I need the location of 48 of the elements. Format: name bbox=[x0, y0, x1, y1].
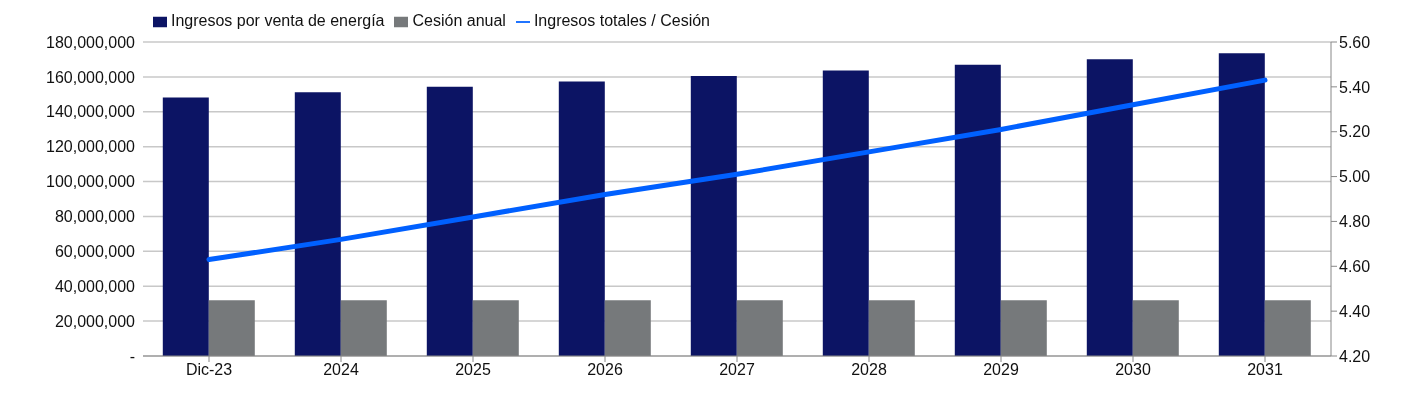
bar bbox=[736, 300, 783, 356]
bar bbox=[340, 300, 387, 356]
y-tick-label: - bbox=[129, 347, 135, 365]
x-tick-label: 2025 bbox=[455, 361, 491, 379]
x-tick-label: 2029 bbox=[983, 361, 1019, 379]
y2-tick-label: 4.20 bbox=[1339, 347, 1371, 365]
bar bbox=[954, 64, 1001, 356]
x-tick-label: 2027 bbox=[719, 361, 755, 379]
bar bbox=[1000, 300, 1047, 356]
bar bbox=[1264, 300, 1311, 356]
y2-tick-label: 4.60 bbox=[1339, 257, 1371, 275]
bar bbox=[162, 97, 209, 356]
y2-tick-label: 4.40 bbox=[1339, 302, 1371, 320]
x-tick-label: 2028 bbox=[851, 361, 887, 379]
y-tick-label: 80,000,000 bbox=[54, 208, 136, 226]
legend-label: Ingresos totales / Cesión bbox=[533, 12, 710, 29]
y-tick-label: 140,000,000 bbox=[46, 103, 136, 121]
y-tick-label: 100,000,000 bbox=[46, 173, 136, 191]
bar bbox=[426, 86, 473, 356]
bar bbox=[604, 300, 651, 356]
bar bbox=[208, 300, 255, 356]
legend-label: Cesión anual bbox=[412, 12, 506, 29]
bar bbox=[690, 76, 737, 356]
y2-tick-label: 4.80 bbox=[1339, 213, 1371, 231]
y2-tick-label: 5.20 bbox=[1339, 123, 1371, 141]
bar bbox=[1132, 300, 1179, 356]
bar bbox=[822, 70, 869, 356]
y2-tick-label: 5.00 bbox=[1339, 168, 1371, 186]
y-tick-label: 60,000,000 bbox=[54, 243, 136, 261]
bar bbox=[558, 81, 605, 356]
x-tick-label: 2031 bbox=[1247, 361, 1283, 379]
bar bbox=[868, 300, 915, 356]
legend-label: Ingresos por venta de energía bbox=[171, 12, 385, 29]
x-tick-label: Dic-23 bbox=[185, 361, 233, 379]
x-tick-label: 2024 bbox=[323, 361, 359, 379]
x-tick-label: 2030 bbox=[1115, 361, 1151, 379]
y-tick-label: 20,000,000 bbox=[54, 312, 136, 330]
bar bbox=[472, 300, 519, 356]
y-tick-label: 40,000,000 bbox=[54, 277, 136, 295]
bar bbox=[1218, 53, 1265, 356]
y-tick-label: 160,000,000 bbox=[46, 68, 136, 86]
y-tick-label: 120,000,000 bbox=[46, 138, 136, 156]
x-tick-label: 2026 bbox=[587, 361, 623, 379]
y2-tick-label: 5.60 bbox=[1339, 33, 1371, 51]
bar bbox=[294, 92, 341, 356]
bar bbox=[1086, 59, 1133, 356]
y2-tick-label: 5.40 bbox=[1339, 78, 1371, 96]
y-tick-label: 180,000,000 bbox=[46, 33, 136, 51]
